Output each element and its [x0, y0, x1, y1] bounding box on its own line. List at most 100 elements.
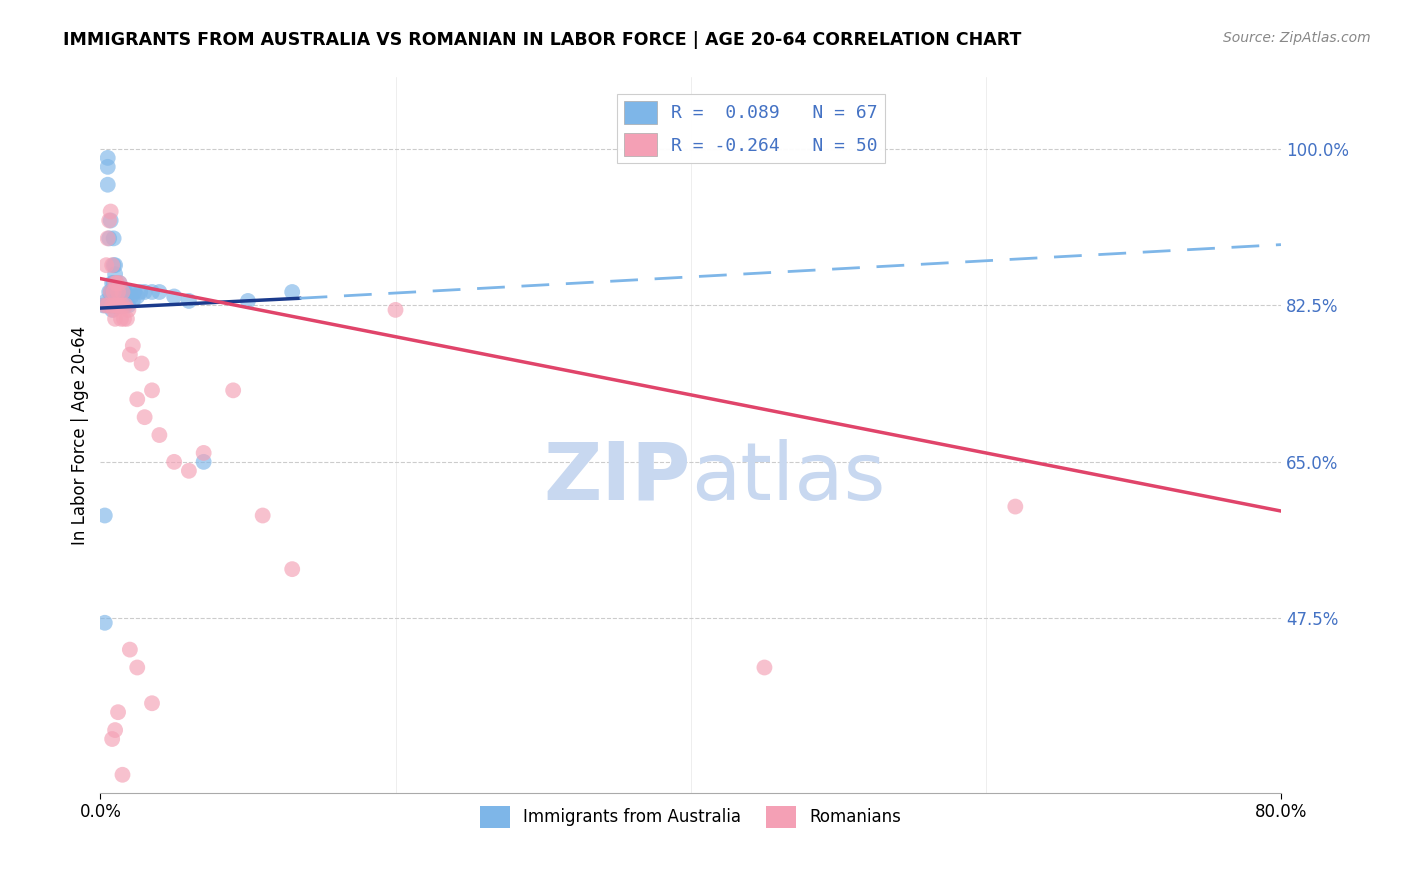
Immigrants from Australia: [121, 293, 143, 308]
Romanians: [118, 348, 141, 362]
Immigrants from Australia: [111, 298, 134, 312]
Immigrants from Australia: [100, 285, 122, 299]
Immigrants from Australia: [101, 285, 124, 299]
Immigrants from Australia: [111, 285, 134, 299]
Immigrants from Australia: [120, 289, 142, 303]
Immigrants from Australia: [141, 285, 163, 299]
Immigrants from Australia: [104, 298, 127, 312]
Romanians: [100, 285, 122, 299]
Immigrants from Australia: [110, 285, 132, 299]
Romanians: [97, 231, 120, 245]
Immigrants from Australia: [104, 276, 127, 290]
Immigrants from Australia: [104, 258, 127, 272]
Immigrants from Australia: [96, 293, 118, 308]
Immigrants from Australia: [103, 285, 125, 299]
Immigrants from Australia: [163, 289, 186, 303]
Immigrants from Australia: [101, 276, 124, 290]
Romanians: [141, 384, 163, 398]
Immigrants from Australia: [103, 258, 125, 272]
Immigrants from Australia: [103, 231, 125, 245]
Romanians: [134, 410, 156, 425]
Immigrants from Australia: [94, 508, 117, 523]
Immigrants from Australia: [117, 298, 139, 312]
Romanians: [754, 660, 776, 674]
Immigrants from Australia: [108, 285, 131, 299]
Immigrants from Australia: [105, 293, 128, 308]
Immigrants from Australia: [91, 298, 114, 312]
Immigrants from Australia: [104, 267, 127, 281]
Immigrants from Australia: [98, 285, 121, 299]
Immigrants from Australia: [111, 289, 134, 303]
Immigrants from Australia: [100, 298, 122, 312]
Text: atlas: atlas: [690, 439, 884, 517]
Immigrants from Australia: [104, 289, 127, 303]
Immigrants from Australia: [98, 231, 121, 245]
Immigrants from Australia: [236, 293, 259, 308]
Immigrants from Australia: [107, 298, 129, 312]
Romanians: [104, 723, 127, 737]
Immigrants from Australia: [115, 289, 138, 303]
Romanians: [111, 768, 134, 782]
Immigrants from Australia: [110, 298, 132, 312]
Romanians: [108, 276, 131, 290]
Immigrants from Australia: [114, 298, 136, 312]
Romanians: [163, 455, 186, 469]
Immigrants from Australia: [96, 298, 118, 312]
Romanians: [252, 508, 274, 523]
Immigrants from Australia: [114, 285, 136, 299]
Immigrants from Australia: [94, 615, 117, 630]
Immigrants from Australia: [177, 293, 200, 308]
Romanians: [121, 338, 143, 352]
Immigrants from Australia: [108, 276, 131, 290]
Romanians: [107, 285, 129, 299]
Immigrants from Australia: [97, 178, 120, 192]
Romanians: [107, 705, 129, 719]
Immigrants from Australia: [103, 276, 125, 290]
Romanians: [281, 562, 304, 576]
Immigrants from Australia: [98, 298, 121, 312]
Romanians: [127, 392, 149, 407]
Romanians: [193, 446, 215, 460]
Y-axis label: In Labor Force | Age 20-64: In Labor Force | Age 20-64: [72, 326, 89, 545]
Immigrants from Australia: [124, 285, 146, 299]
Immigrants from Australia: [101, 298, 124, 312]
Romanians: [105, 298, 128, 312]
Immigrants from Australia: [100, 293, 122, 308]
Romanians: [108, 298, 131, 312]
Romanians: [101, 731, 124, 746]
Romanians: [104, 276, 127, 290]
Immigrants from Australia: [193, 455, 215, 469]
Romanians: [96, 258, 118, 272]
Romanians: [141, 696, 163, 710]
Immigrants from Australia: [148, 285, 170, 299]
Immigrants from Australia: [104, 293, 127, 308]
Romanians: [105, 276, 128, 290]
Romanians: [94, 298, 117, 312]
Immigrants from Australia: [107, 289, 129, 303]
Immigrants from Australia: [118, 285, 141, 299]
Romanians: [127, 660, 149, 674]
Romanians: [177, 464, 200, 478]
Romanians: [131, 357, 153, 371]
Immigrants from Australia: [108, 298, 131, 312]
Immigrants from Australia: [127, 289, 149, 303]
Immigrants from Australia: [104, 285, 127, 299]
Romanians: [103, 302, 125, 317]
Romanians: [101, 298, 124, 312]
Immigrants from Australia: [129, 285, 152, 299]
Immigrants from Australia: [97, 151, 120, 165]
Immigrants from Australia: [134, 285, 156, 299]
Romanians: [114, 298, 136, 312]
Immigrants from Australia: [101, 302, 124, 317]
Romanians: [148, 428, 170, 442]
Romanians: [103, 285, 125, 299]
Legend: Immigrants from Australia, Romanians: Immigrants from Australia, Romanians: [474, 799, 908, 834]
Romanians: [384, 302, 406, 317]
Romanians: [98, 213, 121, 227]
Romanians: [110, 311, 132, 326]
Romanians: [107, 298, 129, 312]
Romanians: [118, 642, 141, 657]
Immigrants from Australia: [100, 213, 122, 227]
Romanians: [100, 204, 122, 219]
Romanians: [104, 298, 127, 312]
